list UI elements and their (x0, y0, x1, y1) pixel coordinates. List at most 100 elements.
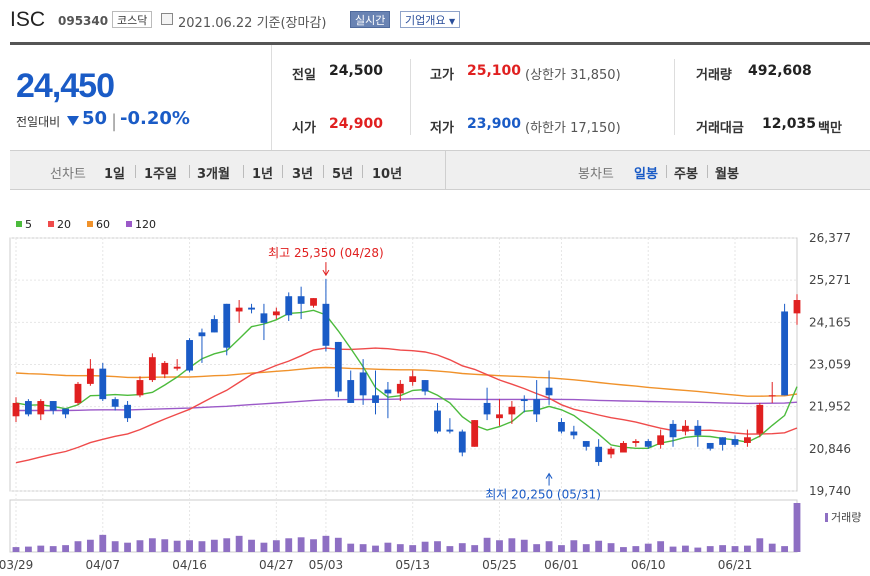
tab-monthly[interactable]: 월봉 (715, 167, 739, 182)
chevron-down-icon: ▼ (448, 17, 456, 26)
stats-divider (410, 59, 411, 135)
ma5-line (15, 309, 798, 449)
volume-bar (235, 535, 243, 552)
y-tick-label: 20,846 (809, 442, 851, 456)
volume-bar (396, 544, 404, 552)
volume-bar (694, 547, 702, 552)
company-profile-dropdown[interactable]: 기업개요 ▼ (400, 11, 461, 28)
volume-bar (186, 540, 193, 552)
tab-1d[interactable]: 1일 (104, 167, 126, 182)
y-tick-label: 24,165 (809, 315, 851, 329)
open-value: 24,900 (329, 116, 384, 132)
candle-body (359, 372, 367, 396)
candle-body (657, 435, 665, 445)
calendar-icon (161, 13, 173, 25)
x-tick-label: 05/03 (309, 558, 344, 572)
volume-bar (384, 542, 392, 552)
volume-bar (285, 538, 293, 552)
x-tick-label: 03/29 (0, 558, 33, 572)
ma120-swatch (126, 221, 132, 227)
candle-body (632, 441, 640, 443)
realtime-button[interactable]: 실시간 (350, 11, 391, 28)
candle-body (148, 357, 156, 381)
volume-bar (446, 546, 454, 552)
x-tick-label: 06/01 (544, 558, 579, 572)
tab-3y[interactable]: 3년 (292, 167, 314, 182)
volume-bar (37, 545, 45, 552)
volume-bar (545, 541, 553, 552)
candle-body (682, 425, 689, 432)
tab-daily[interactable]: 일봉 (634, 167, 658, 182)
volume-bar (198, 541, 206, 552)
ma5-swatch (16, 221, 22, 227)
tab-5y[interactable]: 5년 (332, 167, 354, 182)
tab-1w[interactable]: 1주일 (144, 167, 177, 182)
volume-bar (669, 546, 677, 552)
ma60-line (15, 366, 798, 397)
volume-bar (520, 539, 528, 552)
tab-separator (666, 165, 667, 178)
tab-separator (362, 165, 363, 178)
price-chart[interactable]: 26,377 25,271 24,165 23,059 21,952 20,846 19,7… (0, 225, 870, 576)
change-rate: -0.20% (120, 108, 190, 129)
y-tick-label: 23,059 (809, 357, 851, 371)
volume-bar (62, 545, 69, 552)
low-value: 23,900 (467, 116, 522, 132)
volume-bar (421, 541, 429, 552)
volume-bar (471, 545, 479, 552)
tab-1y[interactable]: 1년 (252, 167, 274, 182)
candle-body (186, 340, 193, 371)
candle-body (458, 431, 466, 453)
volume-bar (682, 545, 689, 552)
volume-bar (570, 540, 578, 552)
tab-separator (135, 165, 136, 178)
candle-body (272, 311, 280, 316)
volume-bar (632, 546, 640, 552)
x-tick-label: 04/16 (172, 558, 207, 572)
volume-bar (173, 540, 181, 552)
candle-body (260, 313, 268, 323)
tab-separator (189, 165, 190, 178)
candle-body (223, 303, 231, 348)
tab-separator (243, 165, 244, 178)
candle-body (372, 395, 379, 403)
candle-body (49, 401, 57, 411)
x-tick-label: 05/13 (395, 558, 430, 572)
volume-bar (706, 546, 714, 552)
trade-value-label: 거래대금 (696, 121, 744, 136)
volume-bar (272, 540, 280, 552)
price-panel: 24,450 전일대비 50 | -0.20% (10, 45, 272, 150)
y-tick-label: 26,377 (809, 231, 851, 245)
candle-body (744, 437, 751, 443)
tab-3m[interactable]: 3개월 (197, 167, 230, 182)
stock-name: ISC (10, 8, 46, 31)
volume-bar (744, 545, 751, 552)
candle-body (669, 423, 677, 438)
ma60-swatch (87, 221, 93, 227)
volume-bar (657, 541, 665, 552)
header-divider (10, 42, 870, 45)
tabs-divider (445, 151, 446, 189)
volume-bar (496, 540, 503, 552)
candle-body (248, 307, 255, 310)
tab-10y[interactable]: 10년 (372, 167, 403, 182)
candle-body (483, 402, 491, 415)
candle-body (210, 319, 218, 333)
candle-body (694, 425, 702, 436)
y-tick-label: 21,952 (809, 400, 851, 414)
candle-chart-label: 봉차트 (578, 167, 614, 182)
high-label: 고가 (430, 68, 454, 83)
candle-body (409, 376, 417, 382)
upper-limit: (상한가 31,850) (525, 68, 621, 83)
volume-bar (86, 539, 94, 552)
y-tick-label: 25,271 (809, 273, 851, 287)
volume-bar (719, 545, 727, 552)
candle-body (310, 298, 317, 306)
candle-body (570, 431, 578, 436)
prev-close-label: 전일 (292, 68, 316, 83)
x-tick-label: 04/07 (85, 558, 120, 572)
high-value: 25,100 (467, 63, 522, 79)
legend-ma5-label: 5 (25, 218, 32, 231)
tab-weekly[interactable]: 주봉 (674, 167, 698, 182)
candle-body (111, 399, 119, 407)
